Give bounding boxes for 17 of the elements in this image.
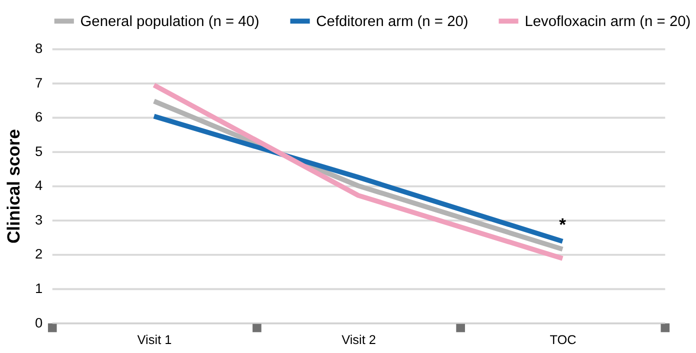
y-tick-label: 0 <box>34 315 43 330</box>
y-tick-label: 2 <box>34 246 43 262</box>
y-tick-label: 5 <box>34 144 43 159</box>
annotation: * <box>559 214 566 235</box>
y-tick-label: 8 <box>34 41 43 56</box>
x-tick-label: Visit 1 <box>137 332 172 347</box>
x-tick-label: Visit 2 <box>342 332 376 347</box>
legend-label: Cefditoren arm (n = 20) <box>316 14 468 30</box>
y-tick-label: 6 <box>34 110 43 125</box>
y-axis-title: Clinical score <box>3 128 24 244</box>
y-tick-label: 3 <box>34 212 43 228</box>
x-tick-label: TOC <box>550 332 576 347</box>
legend-label: General population (n = 40) <box>80 14 260 30</box>
y-tick-label: 1 <box>34 281 43 296</box>
y-tick-label: 7 <box>34 75 43 90</box>
legend-label: Levofloxacin arm (n = 20) <box>524 14 691 30</box>
y-tick-label: 4 <box>34 178 43 194</box>
